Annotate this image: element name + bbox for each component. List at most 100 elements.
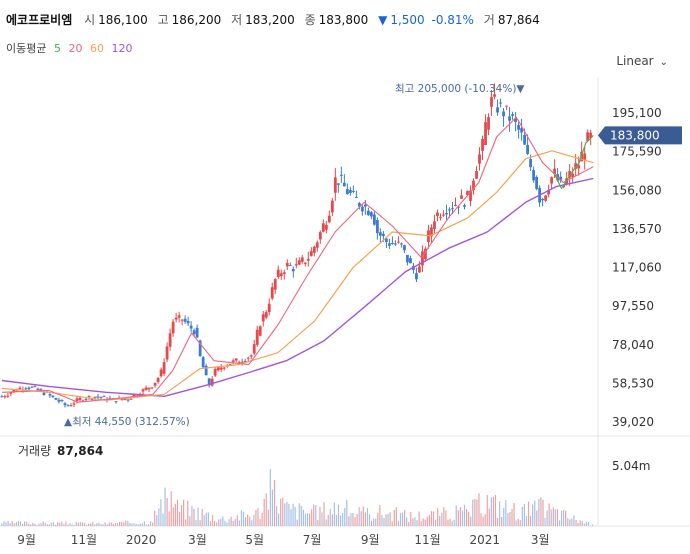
volume-bar — [478, 493, 480, 526]
volume-bar — [507, 512, 509, 526]
volume-bar — [226, 522, 228, 526]
candle-body — [463, 205, 466, 207]
candle-body — [213, 369, 217, 376]
candle-body — [6, 395, 10, 397]
candle-body — [186, 320, 190, 324]
candle-body — [129, 398, 133, 400]
volume-bar — [525, 516, 528, 526]
candle-body — [553, 168, 557, 175]
volume-bar — [42, 521, 44, 526]
volume-bar — [201, 509, 203, 526]
y-tick-label: 195,100 — [612, 106, 662, 120]
candle-body — [424, 248, 427, 260]
volume-bar — [247, 514, 249, 526]
volume-bar — [75, 521, 77, 526]
candle-body — [357, 202, 361, 207]
volume-bar — [339, 515, 342, 526]
volume-bar — [54, 524, 57, 526]
candle-body — [511, 114, 514, 116]
candle-body — [478, 154, 481, 164]
volume-bar — [476, 499, 478, 526]
volume-bar — [234, 519, 236, 526]
volume-bar — [437, 508, 439, 526]
candle-body — [330, 200, 334, 213]
candle-body — [9, 392, 13, 394]
volume-bar — [424, 519, 426, 526]
volume-bar — [583, 523, 585, 526]
candle-body — [321, 223, 325, 232]
volume-bar — [108, 522, 110, 526]
ma20-label: 20 — [68, 42, 83, 55]
candle-body — [33, 386, 37, 388]
volume-bar — [94, 524, 96, 526]
candle-body — [249, 355, 253, 357]
volume-y-tick-label: 5.04m — [612, 459, 650, 473]
volume-bar — [381, 515, 383, 526]
ma60-label: 60 — [89, 42, 104, 55]
volume-bar — [207, 512, 210, 526]
volume-bar — [441, 512, 443, 526]
volume-bar — [1, 523, 3, 526]
ma-legend-label: 이동평균 — [6, 42, 47, 55]
candle-body — [487, 117, 490, 130]
volume-bar — [430, 511, 433, 526]
volume-bar — [236, 515, 238, 526]
candle-body — [114, 401, 118, 403]
candle-body — [568, 171, 572, 178]
scale-select[interactable]: Linear ⌄ — [616, 54, 668, 68]
volume-bar — [373, 518, 375, 526]
volume-bar — [375, 518, 377, 526]
volume-bar — [492, 496, 495, 526]
candle-body — [415, 273, 418, 280]
candle-body — [294, 264, 298, 266]
volume-bar — [88, 523, 90, 526]
volume-bar — [5, 522, 7, 526]
volume-bar — [3, 521, 5, 526]
volume-bar — [323, 502, 325, 526]
volume-bar — [61, 521, 63, 526]
candle-body — [81, 400, 85, 402]
volume-bar — [240, 510, 243, 526]
candle-body — [252, 344, 256, 354]
candle-body — [270, 287, 274, 299]
volume-bar — [242, 511, 245, 526]
volume-bar — [294, 506, 296, 526]
candle-body — [378, 232, 382, 236]
candle-body — [451, 208, 454, 210]
candle-body — [78, 397, 82, 401]
volume-bar — [352, 513, 354, 526]
open-value: 186,100 — [98, 13, 148, 27]
volume-bar — [474, 498, 476, 526]
volume-bar — [228, 519, 230, 526]
candle-body — [228, 364, 232, 366]
close-label: 종 — [304, 13, 316, 27]
volume-bar — [335, 514, 338, 526]
candle-body — [0, 396, 4, 398]
volume-bar — [391, 521, 393, 526]
candle-body — [354, 196, 358, 198]
candle-body — [583, 153, 587, 160]
y-tick-label: 78,040 — [612, 338, 654, 352]
candle-body — [490, 97, 493, 107]
volume-bar — [501, 517, 503, 526]
candle-body — [99, 396, 103, 398]
volume-bar — [499, 501, 501, 526]
volume-bar — [468, 511, 470, 526]
candle-body — [505, 105, 508, 107]
candle-body — [237, 362, 241, 364]
volume-bar — [465, 509, 468, 526]
volume-bar — [189, 516, 191, 526]
volume-bar — [354, 517, 356, 526]
volume-bar — [585, 521, 587, 526]
candle-body — [541, 198, 545, 201]
volume-bar — [191, 505, 193, 526]
volume-bar — [257, 508, 259, 526]
candle-body — [409, 258, 412, 264]
candle-body — [342, 182, 346, 187]
volume-bar — [133, 523, 135, 526]
moving-average-legend[interactable]: 이동평균 5 20 60 120 — [6, 40, 136, 56]
volume-bar — [408, 521, 410, 526]
candle-body — [345, 189, 349, 195]
candle-body — [171, 321, 175, 334]
